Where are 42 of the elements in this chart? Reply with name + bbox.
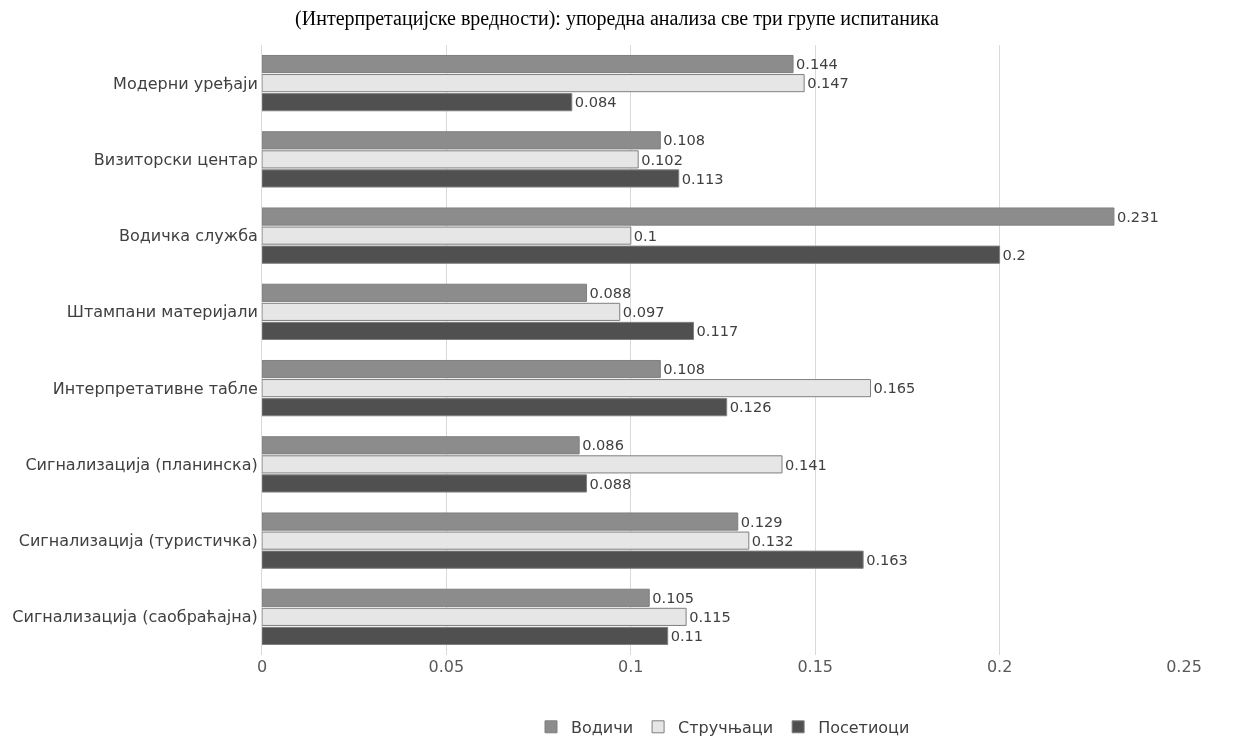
data-label: 0.1 [633, 226, 657, 244]
y-tick-label: Модерни уређаји [113, 73, 258, 93]
data-label: 0.147 [807, 74, 849, 92]
data-label: 0.115 [689, 608, 731, 626]
data-label: 0.11 [670, 627, 704, 645]
data-label: 0.105 [652, 588, 694, 606]
chart-title: (Интерпретацијске вредности): упоредна анализа све три групе испитаника [295, 7, 939, 31]
x-tick-label: 0.05 [428, 657, 465, 676]
y-tick-label: Сигнализација (планинска) [25, 454, 258, 474]
data-label: 0.088 [589, 283, 632, 301]
legend-label: Стручњаци [678, 718, 774, 738]
y-tick-label: Интерпретативне табле [52, 378, 258, 398]
data-label: 0.132 [751, 531, 794, 549]
data-label: 0.2 [1002, 245, 1026, 263]
data-label: 0.108 [663, 360, 706, 378]
data-label: 0.117 [696, 322, 739, 340]
data-label: 0.097 [622, 303, 665, 321]
data-label: 0.126 [729, 398, 772, 416]
data-label: 0.144 [796, 55, 838, 73]
y-tick-label: Водичка служба [118, 226, 258, 246]
x-tick-label: 0.25 [1166, 657, 1202, 676]
data-label: 0.141 [785, 455, 827, 473]
x-tick-label: 0.2 [986, 657, 1013, 676]
data-label: 0.163 [866, 550, 908, 568]
data-label: 0.113 [681, 169, 724, 187]
data-label: 0.102 [641, 150, 683, 168]
y-tick-label: Штампани материјали [66, 302, 258, 322]
data-label: 0.165 [873, 379, 916, 397]
y-tick-label: Сигнализација (туристичка) [18, 531, 258, 551]
data-label: 0.086 [582, 436, 624, 454]
x-tick-label: 0.15 [797, 657, 834, 676]
data-label: 0.108 [663, 131, 706, 149]
x-tick-label: 0.1 [618, 657, 644, 676]
data-label: 0.231 [1116, 207, 1159, 225]
data-label: 0.088 [589, 474, 632, 492]
data-label: 0.084 [574, 93, 617, 111]
data-label: 0.129 [740, 512, 783, 530]
y-tick-label: Сигнализација (саобраћајна) [12, 607, 258, 627]
legend-label: Посетиоци [818, 718, 910, 738]
legend-label: Водичи [571, 718, 634, 738]
y-tick-label: Визиторски центар [93, 149, 258, 169]
x-tick-label: 0 [256, 657, 268, 676]
